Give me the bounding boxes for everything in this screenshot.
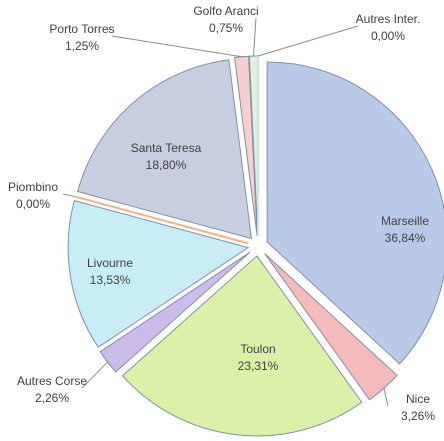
pie-slice xyxy=(77,59,253,240)
leader-line xyxy=(62,193,75,197)
leader-line xyxy=(81,361,108,389)
slice-value: 3,26% xyxy=(401,409,435,423)
slice-value: 1,25% xyxy=(65,39,99,53)
slice-value: 13,53% xyxy=(90,273,131,287)
slice-value: 0,00% xyxy=(16,197,50,211)
slice-value: 18,80% xyxy=(146,158,187,172)
leader-line xyxy=(253,17,257,57)
slice-name: Santa Teresa xyxy=(131,141,202,155)
slice-name: Marseille xyxy=(381,214,429,228)
slice-value: 2,26% xyxy=(35,391,69,405)
slice-name: Autres Inter. xyxy=(356,12,421,26)
slice-value: 0,75% xyxy=(209,21,243,35)
pie-slice xyxy=(67,200,250,348)
slice-value: 23,31% xyxy=(238,359,279,373)
leader-line xyxy=(257,25,359,57)
pie-slice xyxy=(266,61,444,365)
slice-value: 36,84% xyxy=(385,231,426,245)
slice-name: Livourne xyxy=(87,256,133,270)
pie-slice xyxy=(121,255,363,437)
slice-value: 0,00% xyxy=(371,29,405,43)
slice-name: Nice xyxy=(406,392,430,406)
slice-name: Toulon xyxy=(240,342,275,356)
slice-name: Piombino xyxy=(8,180,58,194)
leader-line xyxy=(383,388,389,407)
slice-name: Autres Corse xyxy=(17,374,87,388)
slice-name: Golfo Aranci xyxy=(193,4,258,18)
slice-name: Porto Torres xyxy=(49,22,114,36)
pie-slice xyxy=(74,195,249,245)
leader-line xyxy=(111,35,242,58)
